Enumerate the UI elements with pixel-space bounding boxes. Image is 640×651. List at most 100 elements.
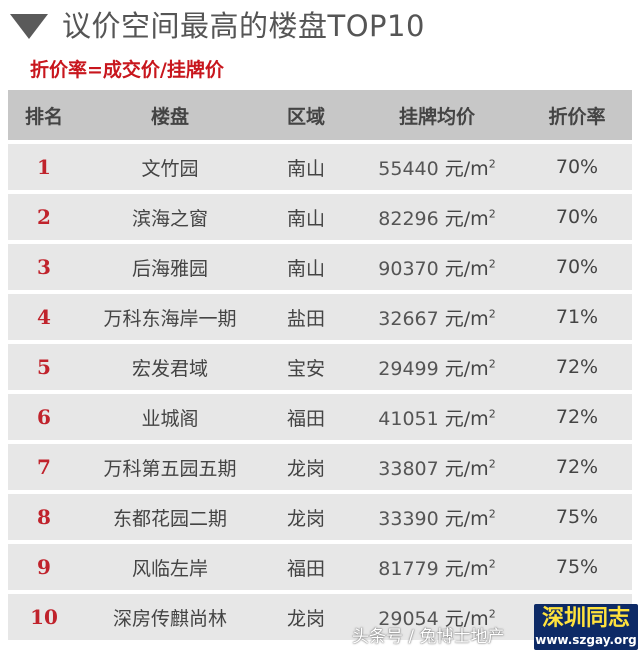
price-unit: 元/m2 (444, 257, 496, 280)
unit-text: 元/m (444, 307, 489, 330)
property-name: 滨海之窗 (131, 207, 208, 230)
header-price: 挂牌均价 (398, 105, 475, 128)
rank-number: 8 (37, 505, 51, 529)
price-value: 82296 (378, 207, 439, 230)
page-title: 议价空间最高的楼盘TOP10 (62, 9, 425, 43)
district: 南山 (286, 157, 325, 180)
property-name: 东都花园二期 (112, 507, 227, 530)
table-body: 1 文竹园 南山 55440 元/m2 70% 2 滨海之窗 南山 82296 元/m2 70% 3… (8, 144, 632, 640)
district: 福田 (286, 407, 325, 430)
price-value: 29499 (378, 357, 439, 380)
price-value: 81779 (378, 557, 439, 580)
property-name: 业城阁 (141, 407, 199, 430)
price-unit: 元/m2 (444, 457, 496, 480)
rank-number: 5 (37, 355, 51, 379)
property-name: 后海雅园 (131, 257, 208, 280)
property-name: 宏发君域 (131, 357, 208, 380)
rank-number: 2 (37, 205, 51, 229)
table-row: 4 万科东海岸一期 盐田 32667 元/m2 71% (8, 294, 632, 340)
table-row: 8 东都花园二期 龙岗 33390 元/m2 75% (8, 494, 632, 540)
table-row: 6 业城阁 福田 41051 元/m2 72% (8, 394, 632, 440)
discount-rate: 71% (555, 306, 599, 328)
unit-text: 元/m (444, 157, 489, 180)
district: 龙岗 (286, 457, 325, 480)
property-name: 万科第五园五期 (103, 457, 237, 480)
table-header: 排名 楼盘 区域 挂牌均价 折价率 (8, 90, 632, 140)
rank-number: 1 (37, 155, 51, 179)
unit-text: 元/m (444, 557, 489, 580)
unit-superscript: 2 (488, 307, 496, 321)
rank-number: 9 (37, 555, 51, 579)
unit-superscript: 2 (488, 407, 496, 421)
rank-number: 3 (37, 255, 51, 279)
price-value: 32667 (378, 307, 439, 330)
header-name: 楼盘 (150, 105, 189, 128)
listing-price: 41051 元/m2 (352, 404, 522, 431)
price-unit: 元/m2 (444, 407, 496, 430)
price-unit: 元/m2 (444, 307, 496, 330)
unit-superscript: 2 (488, 257, 496, 271)
discount-rate: 70% (555, 256, 599, 278)
rank-number: 7 (37, 455, 51, 479)
unit-superscript: 2 (488, 507, 496, 521)
header-rank: 排名 (24, 105, 63, 128)
unit-text: 元/m (444, 257, 489, 280)
discount-rate: 75% (555, 506, 599, 528)
price-unit: 元/m2 (444, 607, 496, 630)
district: 龙岗 (286, 507, 325, 530)
table-row: 7 万科第五园五期 龙岗 33807 元/m2 72% (8, 444, 632, 490)
listing-price: 29054 元/m2 (352, 604, 522, 631)
district: 盐田 (286, 307, 325, 330)
ranking-table: 排名 楼盘 区域 挂牌均价 折价率 1 文竹园 南山 55440 元/m2 70% 2 滨海… (8, 90, 632, 640)
unit-text: 元/m (444, 357, 489, 380)
district: 南山 (286, 257, 325, 280)
unit-superscript: 2 (488, 457, 496, 471)
property-name: 深房传麒尚林 (112, 607, 227, 630)
unit-superscript: 2 (488, 607, 496, 621)
discount-rate: 72% (555, 356, 599, 378)
listing-price: 33390 元/m2 (352, 504, 522, 531)
property-name: 万科东海岸一期 (103, 307, 237, 330)
table-row: 3 后海雅园 南山 90370 元/m2 70% (8, 244, 632, 290)
listing-price: 82296 元/m2 (352, 204, 522, 231)
rank-number: 4 (37, 305, 51, 329)
unit-text: 元/m (444, 207, 489, 230)
subtitle: 折价率=成交价/挂牌价 (30, 59, 224, 81)
discount-rate: 72% (555, 406, 599, 428)
header: 议价空间最高的楼盘TOP10 (0, 0, 640, 52)
listing-price: 55440 元/m2 (352, 154, 522, 181)
unit-text: 元/m (444, 607, 489, 630)
price-unit: 元/m2 (444, 557, 496, 580)
triangle-down-icon (10, 14, 48, 39)
price-unit: 元/m2 (444, 357, 496, 380)
listing-price: 29499 元/m2 (352, 354, 522, 381)
property-name: 风临左岸 (131, 557, 208, 580)
logo-url: www.szgay.org (535, 633, 637, 647)
rank-number: 10 (30, 605, 58, 629)
price-unit: 元/m2 (444, 157, 496, 180)
price-value: 41051 (378, 407, 439, 430)
unit-text: 元/m (444, 407, 489, 430)
table-row: 9 风临左岸 福田 81779 元/m2 75% (8, 544, 632, 590)
logo-text: 深圳同志 (541, 606, 630, 631)
price-value: 33390 (378, 507, 439, 530)
table-row: 5 宏发君域 宝安 29499 元/m2 72% (8, 344, 632, 390)
unit-text: 元/m (444, 457, 489, 480)
price-value: 29054 (378, 607, 439, 630)
price-unit: 元/m2 (445, 507, 496, 529)
district: 福田 (286, 557, 325, 580)
listing-price: 90370 元/m2 (352, 254, 522, 281)
price-unit: 元/m2 (444, 207, 496, 230)
rank-number: 6 (37, 405, 51, 429)
table-row: 2 滨海之窗 南山 82296 元/m2 70% (8, 194, 632, 240)
unit-superscript: 2 (488, 557, 496, 571)
price-value: 90370 (378, 257, 439, 280)
district: 龙岗 (286, 607, 325, 630)
price-value: 55440 (378, 157, 439, 180)
listing-price: 81779 元/m2 (352, 554, 522, 581)
header-rate: 折价率 (548, 105, 606, 128)
table-row: 1 文竹园 南山 55440 元/m2 70% (8, 144, 632, 190)
property-name: 文竹园 (141, 157, 199, 180)
discount-rate: 72% (555, 456, 599, 478)
discount-rate: 70% (555, 156, 599, 178)
